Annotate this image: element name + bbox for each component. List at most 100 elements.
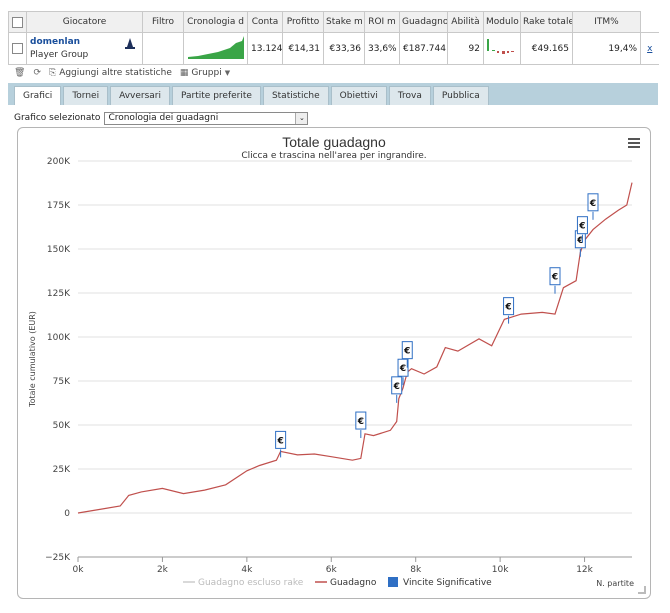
col-modulo[interactable]: Modulo: [483, 11, 521, 33]
win-marker-label: €: [403, 347, 410, 357]
chart-title: Totale guadagno: [282, 134, 386, 150]
win-marker-label: €: [551, 273, 558, 283]
col-profitto[interactable]: Profitto: [282, 11, 324, 33]
legend-item-guadagno: Guadagno: [330, 578, 377, 588]
chart-container[interactable]: Totale guadagno Clicca e trascina nell'a…: [17, 127, 651, 599]
tab-bar: Grafici Tornei Avversari Partite preferi…: [8, 83, 658, 105]
grid-icon: ▦: [179, 68, 189, 78]
chart-selector-label: Grafico selezionato: [14, 113, 101, 123]
wizard-icon: [125, 38, 135, 49]
chart-selector-row: Grafico selezionato Cronologia dei guada…: [14, 111, 309, 125]
guadagno-value: €187.744: [399, 32, 448, 65]
legend-item-vincite-significative-swatch: [388, 577, 398, 587]
col-abilita[interactable]: Abilità: [447, 11, 484, 33]
win-marker-flag: [355, 411, 367, 430]
win-marker-flag: [549, 267, 561, 286]
win-marker-flag: [587, 193, 599, 212]
col-itm[interactable]: ITM%: [572, 11, 641, 33]
itm-value: 19,4%: [572, 32, 641, 65]
link-icon: ⎘: [48, 68, 57, 78]
tab-pubblica[interactable]: Pubblica: [432, 86, 489, 105]
y-tick-label: 200K: [47, 157, 71, 167]
player-group-label: Player Group: [30, 50, 89, 60]
col-giocatore[interactable]: Giocatore: [26, 11, 143, 33]
win-marker-label: €: [393, 382, 400, 392]
select-all-checkbox[interactable]: [8, 11, 27, 33]
col-conta[interactable]: Conta: [247, 11, 283, 33]
refresh-icon[interactable]: ⟳: [33, 68, 41, 78]
legend-item-vincite-significative: Vincite Significative: [403, 578, 492, 588]
rake-value: €49.165: [520, 32, 573, 65]
col-rake[interactable]: Rake totale: [520, 11, 573, 33]
tab-obiettivi[interactable]: Obiettivi: [330, 86, 387, 105]
form-bars: [487, 39, 514, 54]
groups-label: Gruppi: [191, 68, 222, 78]
tab-tornei[interactable]: Tornei: [63, 86, 109, 105]
col-guadagno[interactable]: Guadagno: [399, 11, 448, 33]
y-axis-label: Totale cumulativo (EUR): [28, 311, 37, 408]
chart-selector-value: Cronologia dei guadagni: [108, 113, 219, 123]
add-stats-button[interactable]: ⎘ Aggiungi altre statistiche: [49, 68, 172, 78]
player-stats-table: Giocatore Filtro Cronologia d Conta Prof…: [8, 11, 659, 65]
tab-grafici[interactable]: Grafici: [14, 86, 62, 105]
x-tick-label: 8k: [410, 565, 422, 575]
y-tick-label: 50K: [53, 421, 71, 431]
chevron-down-icon: ▼: [224, 69, 231, 77]
tab-avversari[interactable]: Avversari: [110, 86, 171, 105]
win-marker-flag: [275, 430, 287, 449]
col-stake[interactable]: Stake m: [323, 11, 365, 33]
remove-player-link[interactable]: x: [647, 43, 653, 54]
chart-menu-icon[interactable]: [628, 138, 640, 148]
resize-handle[interactable]: [638, 586, 646, 594]
win-marker-label: €: [504, 303, 511, 313]
win-marker-label: €: [399, 364, 406, 374]
win-marker-flag: [576, 216, 588, 235]
y-tick-label: 100K: [47, 333, 71, 343]
table-row: domenlan Player Group 13.124 €14,31 €33,…: [8, 32, 659, 65]
stake-value: €33,36: [323, 32, 365, 65]
chart-selector-dropdown[interactable]: Cronologia dei guadagni ⌄: [104, 111, 309, 125]
tab-partite-preferite[interactable]: Partite preferite: [172, 86, 261, 105]
col-cronologia[interactable]: Cronologia d: [183, 11, 248, 33]
player-name-link[interactable]: domenlan: [30, 37, 81, 47]
chart-subtitle: Clicca e trascina nell'area per ingrandi…: [241, 151, 427, 161]
y-tick-label: 150K: [47, 245, 71, 255]
y-tick-label: 0: [64, 509, 70, 519]
y-tick-label: 75K: [53, 377, 71, 387]
win-marker-label: €: [578, 222, 585, 232]
col-filtro[interactable]: Filtro: [142, 11, 184, 33]
win-marker-flag: [401, 341, 413, 360]
form-sparkbars: [483, 32, 521, 65]
remove-row-cell: x: [640, 32, 659, 65]
chart-plot[interactable]: −25K 0 25K 50K 75K 100K 125K 150K 175K 200K 0k 2k 4k…: [18, 128, 652, 600]
win-marker-label: €: [576, 236, 583, 246]
x-tick-label: 2k: [157, 565, 169, 575]
win-marker-flag: [503, 297, 515, 316]
conta-value: 13.124: [247, 32, 283, 65]
profitto-value: €14,31: [282, 32, 324, 65]
x-tick-label: 12k: [576, 565, 593, 575]
stats-toolbar: 🗑 ⟳ ⎘ Aggiungi altre statistiche ▦ Grupp…: [8, 64, 658, 82]
tab-trova[interactable]: Trova: [388, 86, 431, 105]
x-axis-label: N. partite: [596, 579, 634, 588]
add-stats-label: Aggiungi altre statistiche: [59, 68, 172, 78]
x-tick-label: 0k: [73, 565, 85, 575]
legend-item-guadagno-escluso-rake: Guadagno escluso rake: [198, 578, 304, 588]
abilita-value: 92: [447, 32, 484, 65]
row-checkbox[interactable]: [8, 32, 27, 65]
filter-cell[interactable]: [142, 32, 184, 65]
tab-statistiche[interactable]: Statistiche: [262, 86, 329, 105]
x-tick-label: 4k: [241, 565, 253, 575]
win-marker-label: €: [589, 199, 596, 209]
y-tick-label: 175K: [47, 201, 71, 211]
x-tick-label: 10k: [492, 565, 509, 575]
win-marker-label: €: [276, 436, 283, 446]
y-tick-label: −25K: [45, 553, 71, 563]
groups-dropdown[interactable]: ▦ Gruppi ▼: [180, 68, 230, 78]
col-blank: [640, 11, 659, 33]
history-sparkline: [183, 32, 248, 65]
col-roi[interactable]: ROI m: [364, 11, 400, 33]
trash-icon[interactable]: 🗑: [14, 68, 26, 78]
y-tick-label: 25K: [53, 465, 71, 475]
win-marker-flag: [397, 358, 409, 377]
